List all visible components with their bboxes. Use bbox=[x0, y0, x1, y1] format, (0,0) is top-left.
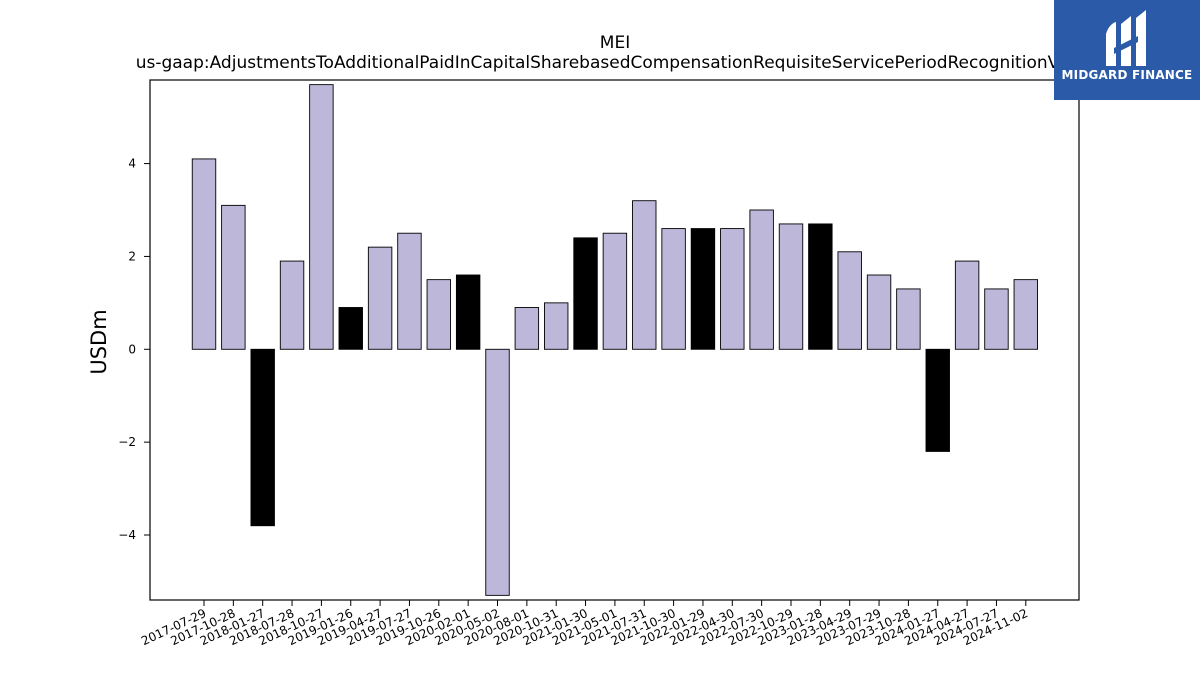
midgard-logo-icon bbox=[1106, 10, 1146, 66]
bar-2021-07-31 bbox=[632, 200, 657, 350]
bar-2020-05-02 bbox=[485, 348, 510, 596]
bar-2021-10-30 bbox=[661, 228, 686, 350]
chart-title: MEI bbox=[600, 33, 630, 53]
bar-2017-07-29 bbox=[191, 158, 217, 350]
bar-2020-08-01 bbox=[514, 307, 540, 350]
bar-2022-04-30 bbox=[720, 228, 745, 350]
y-tick-label: −4 bbox=[118, 528, 136, 542]
bar-2023-04-29 bbox=[837, 251, 862, 350]
bar-2018-07-28 bbox=[279, 260, 305, 350]
bar-2018-10-27 bbox=[309, 84, 334, 350]
bar-2019-10-26 bbox=[426, 279, 451, 350]
bar-2019-01-26 bbox=[338, 307, 363, 350]
bar-2020-02-01 bbox=[455, 274, 481, 350]
brand-logo: MIDGARD FINANCE bbox=[1054, 0, 1200, 100]
y-tick-label: 2 bbox=[128, 249, 136, 263]
bar-2023-10-28 bbox=[896, 288, 921, 350]
bar-2024-01-27 bbox=[925, 348, 950, 452]
bar-2024-11-02 bbox=[1013, 279, 1038, 350]
plot-frame bbox=[149, 79, 1080, 601]
bar-2019-04-27 bbox=[367, 246, 393, 350]
bar-2022-07-30 bbox=[749, 209, 774, 350]
bar-2024-07-27 bbox=[984, 288, 1009, 350]
bar-2023-07-29 bbox=[866, 274, 892, 350]
bar-2020-10-31 bbox=[544, 302, 569, 350]
bar-2024-04-27 bbox=[954, 260, 980, 350]
brand-name: MIDGARD FINANCE bbox=[1061, 68, 1193, 82]
y-tick-label: 4 bbox=[128, 157, 136, 171]
bar-2017-10-28 bbox=[221, 204, 246, 350]
bar-2018-01-27 bbox=[250, 348, 275, 527]
x-axis: 2017-07-292017-10-282018-01-272018-07-28… bbox=[139, 600, 1030, 648]
bars-group bbox=[191, 84, 1038, 596]
bar-2023-01-28 bbox=[808, 223, 833, 350]
y-axis-label: USDm bbox=[87, 309, 111, 374]
bar-2022-01-29 bbox=[690, 228, 716, 350]
y-tick-label: −2 bbox=[118, 435, 136, 449]
bar-2021-01-30 bbox=[573, 237, 598, 350]
bar-2019-07-27 bbox=[397, 232, 422, 350]
bar-2021-05-01 bbox=[602, 232, 628, 350]
chart-subtitle: us-gaap:AdjustmentsToAdditionalPaidInCap… bbox=[136, 53, 1095, 73]
y-tick-label: 0 bbox=[128, 342, 136, 356]
bar-2022-10-29 bbox=[778, 223, 804, 350]
y-axis: −4 −2 0 2 4 bbox=[118, 157, 150, 542]
